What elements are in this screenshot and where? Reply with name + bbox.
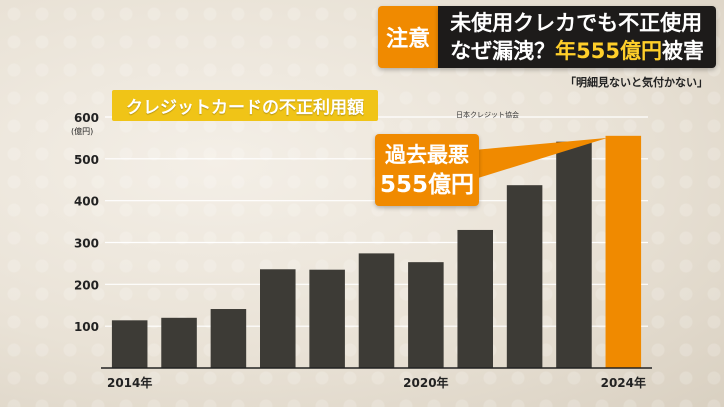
y-tick-label: 600 <box>74 111 99 125</box>
bar-2017 <box>260 269 296 368</box>
chart-title: クレジットカードの不正利用額 <box>112 90 378 121</box>
bar-2021 <box>457 229 493 368</box>
record-callout: 過去最悪 555億円 <box>375 134 479 206</box>
headline-line-2-a: なぜ漏洩？ <box>450 39 556 63</box>
y-tick-label: 300 <box>74 237 99 251</box>
x-tick-label: 2020年 <box>403 375 448 390</box>
callout-line-2: 555億円 <box>379 172 474 198</box>
x-axis-ticks: 2014年 2020年 2024年 <box>107 375 646 390</box>
bar-2024 <box>605 135 642 368</box>
bar-2015 <box>161 317 197 368</box>
headline-line-2-highlight: 年555億円 <box>555 39 662 63</box>
bar-2020 <box>408 262 444 368</box>
warning-tag: 注意 <box>378 6 439 68</box>
y-tick-label: 100 <box>74 320 99 334</box>
headline-line-2: なぜ漏洩？年555億円被害 <box>450 37 704 65</box>
x-tick-label: 2024年 <box>601 375 646 390</box>
x-tick-label: 2014年 <box>107 375 152 390</box>
data-source: 日本クレジット協会 <box>456 111 519 119</box>
headline-text: 未使用クレカでも不正使用 なぜ漏洩？年555億円被害 <box>438 6 716 68</box>
y-tick-label: 500 <box>74 153 99 167</box>
bar-2023 <box>556 141 592 368</box>
callout-line-1: 過去最悪 <box>385 143 469 167</box>
bar-2018 <box>309 269 345 368</box>
bar-2019 <box>358 253 395 368</box>
headline-line-1: 未使用クレカでも不正使用 <box>450 9 704 37</box>
headline-line-2-b: 被害 <box>662 39 704 63</box>
y-tick-label: 400 <box>74 195 99 209</box>
y-axis-label: (億円) <box>71 126 93 136</box>
bar-2014 <box>111 320 148 368</box>
bar-2022 <box>506 185 543 368</box>
headline-line-1-text: 未使用クレカでも不正使用 <box>450 11 703 35</box>
headline-banner: 注意 未使用クレカでも不正使用 なぜ漏洩？年555億円被害 <box>378 6 716 68</box>
bar-2016 <box>210 309 247 368</box>
callout-pointer <box>474 137 608 178</box>
chart-bars <box>111 135 642 368</box>
y-axis-ticks: 100 200 300 400 500 600 <box>74 111 99 334</box>
y-tick-label: 200 <box>74 278 99 292</box>
sub-caption: 「明細見ないと気付かない」 <box>565 76 708 89</box>
